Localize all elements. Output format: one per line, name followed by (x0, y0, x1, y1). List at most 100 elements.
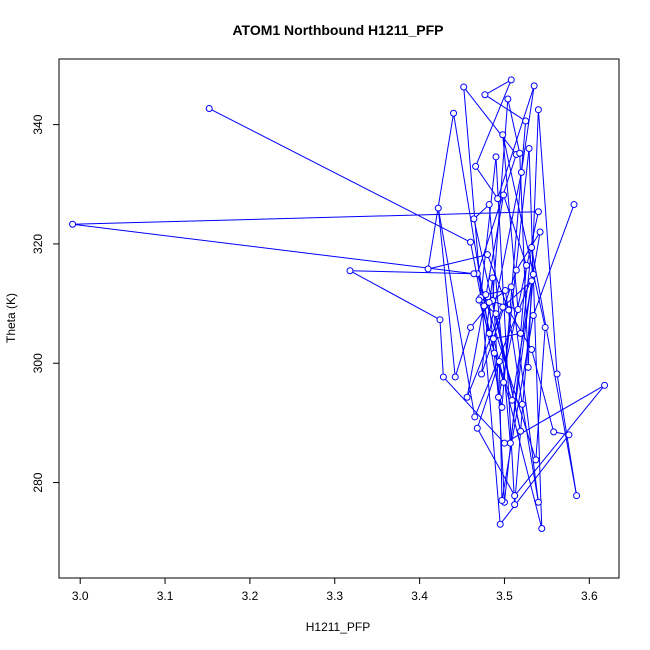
data-point (482, 291, 490, 299)
data-point (498, 496, 506, 504)
series-segment (437, 208, 456, 378)
series-segment (349, 270, 441, 321)
data-point (470, 270, 478, 278)
y-tick-label: 320 (31, 234, 45, 254)
data-point (511, 492, 519, 500)
series-segment (463, 86, 517, 155)
series-segment (532, 204, 575, 316)
data-point (507, 283, 515, 291)
data-point (475, 296, 483, 304)
series-segment (72, 211, 539, 225)
series-segment (484, 94, 526, 122)
series-segment (498, 361, 503, 501)
data-point (500, 439, 508, 447)
data-point (511, 501, 519, 509)
data-point (492, 153, 500, 161)
data-point (494, 195, 502, 203)
series-segment (520, 85, 535, 173)
data-point (451, 373, 459, 381)
x-tick-label: 3.1 (157, 589, 174, 603)
data-point (529, 312, 537, 320)
data-point (506, 439, 514, 447)
x-tick-label: 3.4 (411, 589, 428, 603)
data-point (500, 191, 508, 199)
data-point (524, 363, 532, 371)
y-axis-label: Theta (K) (4, 293, 18, 343)
series-segment (466, 306, 504, 398)
series-segment (466, 294, 487, 398)
data-point (534, 106, 542, 114)
series-segment (439, 319, 444, 377)
data-point (532, 456, 540, 464)
series-segment (488, 204, 511, 444)
data-point (481, 91, 489, 99)
data-point (485, 201, 493, 209)
x-tick-label: 3.5 (496, 589, 513, 603)
data-point (69, 220, 77, 228)
series-segment (510, 286, 539, 503)
chart-title: ATOM1 Northbound H1211_PFP (232, 22, 443, 38)
y-tick-label: 340 (31, 114, 45, 134)
data-point (525, 144, 533, 152)
data-point (565, 431, 573, 439)
data-point (534, 208, 542, 216)
data-point (463, 393, 471, 401)
data-point (439, 373, 447, 381)
series-segment (521, 404, 539, 503)
data-point (483, 251, 491, 259)
data-point (470, 215, 478, 223)
series-segment (498, 211, 539, 398)
data-point (534, 498, 542, 506)
series-segment (480, 156, 497, 298)
series-segment (454, 327, 471, 378)
data-point (495, 357, 503, 365)
data-point (471, 413, 479, 421)
data-point (489, 335, 497, 343)
data-point (541, 323, 549, 331)
data-point (538, 524, 546, 532)
data-point (570, 201, 578, 209)
data-point (553, 370, 561, 378)
series-segment (535, 327, 546, 460)
data-point (514, 306, 522, 314)
series-segment (427, 113, 455, 270)
series-segment (473, 218, 522, 432)
series-segment (528, 148, 543, 529)
data-point (480, 302, 488, 310)
data-point (485, 298, 493, 306)
x-tick-label: 3.0 (72, 589, 89, 603)
series-segment (350, 270, 474, 275)
data-points (69, 76, 609, 532)
series-segment (476, 154, 517, 274)
data-point (536, 228, 544, 236)
data-point (529, 270, 537, 278)
series-segment (497, 85, 535, 199)
series-segment (437, 208, 476, 418)
data-point (450, 109, 458, 117)
series-segment (520, 265, 528, 334)
data-point (505, 306, 513, 314)
data-point (467, 323, 475, 331)
data-point (501, 286, 509, 294)
data-point (496, 520, 504, 528)
series-segment (515, 231, 541, 271)
data-point (489, 274, 497, 282)
data-point (517, 329, 525, 337)
series-segment (507, 98, 521, 154)
data-point (490, 349, 498, 357)
series-segment (531, 247, 578, 496)
y-tick-label: 280 (31, 472, 45, 492)
data-point (517, 427, 525, 435)
data-point (499, 131, 507, 139)
series-segment (531, 349, 555, 432)
data-point (495, 393, 503, 401)
series-segment (537, 109, 558, 375)
data-point (573, 492, 581, 500)
series-lines (72, 79, 605, 529)
data-point (346, 267, 354, 275)
x-axis-label: H1211_PFP (306, 620, 370, 634)
data-point (601, 381, 609, 389)
data-point (460, 83, 468, 91)
data-point (528, 346, 536, 354)
